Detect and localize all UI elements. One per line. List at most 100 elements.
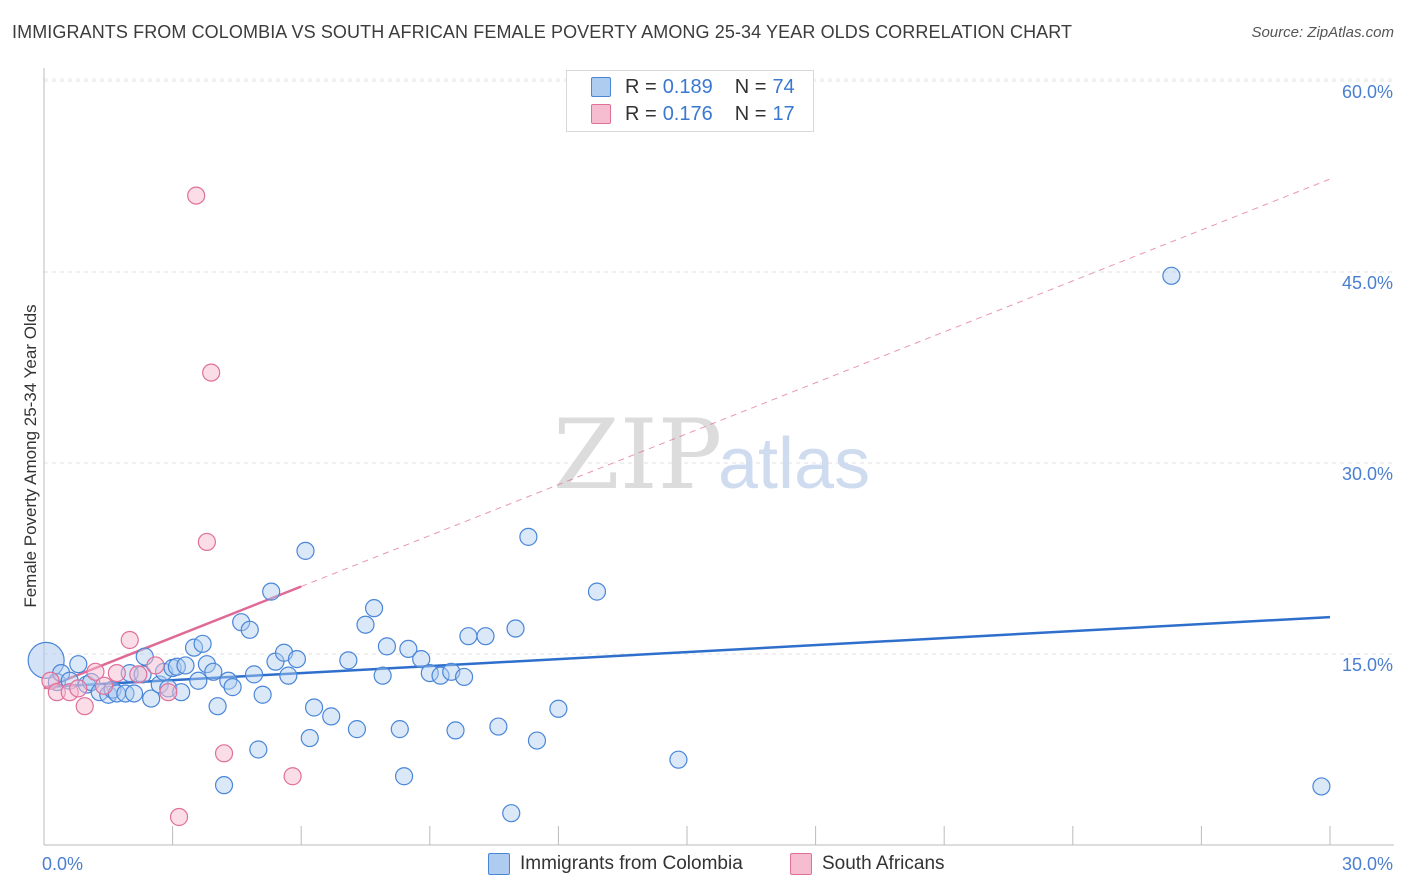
data-point-south-africans	[169, 807, 189, 827]
bottom-legend-swatch-pink	[790, 853, 812, 875]
data-point-colombia	[322, 707, 341, 726]
bottom-legend-south-africans: South Africans	[790, 852, 945, 876]
bottom-legend-colombia: Immigrants from Colombia	[488, 852, 743, 876]
data-point-colombia	[489, 717, 508, 736]
data-point-colombia	[142, 689, 161, 708]
data-point-colombia	[431, 666, 450, 685]
data-point-colombia	[240, 620, 259, 639]
data-points	[27, 186, 1331, 827]
data-point-south-africans	[159, 683, 178, 702]
data-point-colombia	[446, 721, 465, 740]
data-point-south-africans	[129, 665, 148, 684]
data-point-colombia	[287, 649, 307, 669]
data-point-colombia	[204, 662, 223, 681]
data-point-south-africans	[214, 744, 234, 763]
data-point-colombia	[296, 541, 315, 560]
data-point-colombia	[69, 655, 88, 674]
legend-r-value: 0.189	[662, 75, 713, 98]
data-point-south-africans	[75, 697, 94, 716]
data-point-colombia	[249, 740, 268, 759]
y-tick-label: 15.0%	[1342, 655, 1393, 675]
legend-r-value: 0.176	[662, 102, 713, 125]
watermark-zip: ZIP	[553, 399, 722, 511]
data-point-colombia	[193, 634, 212, 653]
data-point-south-africans	[94, 676, 114, 695]
data-point-south-africans	[86, 662, 105, 681]
data-point-colombia	[300, 728, 319, 748]
data-point-south-africans	[120, 630, 139, 650]
grid-lines	[44, 78, 1394, 655]
y-tick-label: 45.0%	[1342, 273, 1393, 293]
data-point-colombia	[390, 720, 409, 739]
source-label: Source: ZipAtlas.com	[1251, 24, 1394, 41]
data-point-colombia	[587, 582, 607, 601]
data-point-colombia	[1312, 777, 1331, 796]
y-tick-label: 60.0%	[1342, 82, 1393, 102]
x-tick-label: 30.0%	[1342, 854, 1393, 874]
data-point-colombia	[519, 527, 538, 546]
bottom-legend-label: South Africans	[822, 853, 945, 874]
data-point-colombia	[412, 649, 431, 669]
data-point-colombia	[208, 697, 227, 716]
bottom-legend-label: Immigrants from Colombia	[520, 853, 743, 874]
legend-n-label: N =	[734, 102, 767, 125]
data-point-colombia	[454, 667, 474, 687]
data-point-south-africans	[202, 363, 221, 382]
trend-line-south-africans-extension	[301, 178, 1331, 587]
data-point-colombia	[1162, 266, 1181, 285]
y-axis-label: Female Poverty Among 25-34 Year Olds	[21, 304, 40, 607]
legend-row-colombia: R = 0.189 N = 74	[591, 76, 795, 98]
x-tick-label: 0.0%	[42, 854, 83, 874]
data-point-colombia	[176, 656, 195, 675]
data-point-colombia	[549, 699, 568, 718]
data-point-colombia	[253, 685, 272, 704]
y-tick-label: 30.0%	[1342, 464, 1393, 484]
data-point-colombia	[669, 750, 688, 769]
y-tick-labels: 15.0% 30.0% 45.0% 60.0%	[1342, 82, 1393, 675]
data-point-colombia	[377, 637, 397, 656]
data-point-south-africans	[283, 767, 302, 786]
axes	[43, 68, 1394, 846]
data-point-colombia	[356, 615, 375, 634]
legend-n-label: N =	[734, 75, 767, 98]
data-point-colombia	[262, 582, 281, 601]
legend-r-label: R =	[625, 75, 657, 98]
data-point-colombia	[373, 666, 392, 685]
legend-swatch-pink	[591, 104, 611, 124]
legend-swatch-blue	[591, 77, 611, 97]
data-point-colombia	[279, 666, 298, 685]
data-point-colombia	[527, 731, 547, 750]
data-point-colombia	[459, 627, 478, 646]
data-point-colombia	[394, 767, 414, 786]
data-point-colombia	[399, 639, 418, 659]
data-point-colombia	[420, 663, 439, 683]
data-point-south-africans	[187, 186, 206, 205]
data-point-south-africans	[107, 663, 126, 683]
data-point-colombia	[506, 619, 525, 638]
correlation-legend: R = 0.189 N = 74 R = 0.176 N = 17	[566, 70, 814, 132]
data-point-colombia	[304, 698, 324, 717]
chart-title: IMMIGRANTS FROM COLOMBIA VS SOUTH AFRICA…	[12, 22, 1073, 42]
data-point-colombia	[347, 720, 367, 739]
data-point-colombia	[476, 627, 495, 646]
data-point-colombia	[339, 651, 358, 670]
legend-r-label: R =	[625, 102, 657, 125]
legend-row-south-africans: R = 0.176 N = 17	[591, 103, 795, 125]
x-tick-labels: 0.0% 30.0%	[42, 854, 1393, 874]
data-point-colombia	[223, 678, 242, 697]
trend-line-colombia	[43, 615, 1331, 689]
trend-lines	[43, 178, 1331, 690]
data-point-colombia	[189, 671, 208, 690]
bottom-legend-swatch-blue	[488, 853, 510, 875]
data-point-colombia	[244, 665, 264, 684]
data-point-south-africans	[197, 532, 216, 552]
watermark: ZIP atlas	[553, 399, 870, 511]
legend-n-value: 17	[772, 102, 795, 125]
data-point-colombia	[184, 638, 204, 657]
data-point-colombia	[364, 599, 384, 618]
legend-n-value: 74	[772, 75, 795, 98]
data-point-colombia	[197, 655, 216, 674]
data-point-colombia	[124, 684, 144, 703]
data-point-south-africans	[146, 656, 165, 675]
